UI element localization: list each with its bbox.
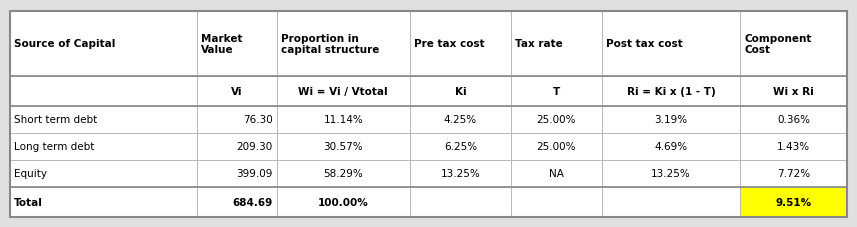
- Text: Long term debt: Long term debt: [14, 142, 94, 152]
- Text: Short term debt: Short term debt: [14, 115, 97, 125]
- Bar: [196, 160, 277, 187]
- Text: 11.14%: 11.14%: [323, 115, 363, 125]
- Bar: [740, 76, 847, 106]
- Bar: [602, 76, 740, 106]
- Bar: [10, 12, 196, 76]
- Text: Vi: Vi: [231, 86, 243, 96]
- Bar: [410, 106, 511, 133]
- Text: Tax rate: Tax rate: [515, 39, 563, 49]
- Bar: [740, 160, 847, 187]
- Bar: [511, 133, 602, 160]
- Bar: [277, 187, 410, 217]
- Bar: [740, 12, 847, 76]
- Bar: [196, 133, 277, 160]
- Text: NA: NA: [549, 169, 564, 178]
- Text: Market
Value: Market Value: [201, 33, 242, 55]
- Text: 684.69: 684.69: [232, 197, 273, 207]
- Bar: [410, 160, 511, 187]
- Bar: [602, 12, 740, 76]
- Bar: [410, 76, 511, 106]
- Text: Component
Cost: Component Cost: [745, 33, 812, 55]
- Text: 0.36%: 0.36%: [777, 115, 810, 125]
- Bar: [602, 106, 740, 133]
- Bar: [10, 106, 196, 133]
- Text: Wi = Vi / Vtotal: Wi = Vi / Vtotal: [298, 86, 388, 96]
- Bar: [196, 106, 277, 133]
- Text: 76.30: 76.30: [243, 115, 273, 125]
- Text: T: T: [553, 86, 560, 96]
- Text: Pre tax cost: Pre tax cost: [414, 39, 484, 49]
- Bar: [740, 133, 847, 160]
- Text: 6.25%: 6.25%: [444, 142, 477, 152]
- Text: Source of Capital: Source of Capital: [14, 39, 116, 49]
- Bar: [277, 133, 410, 160]
- Bar: [277, 160, 410, 187]
- Bar: [740, 187, 847, 217]
- Bar: [196, 76, 277, 106]
- Bar: [277, 76, 410, 106]
- Text: 25.00%: 25.00%: [536, 115, 576, 125]
- Text: 4.69%: 4.69%: [655, 142, 687, 152]
- Bar: [511, 160, 602, 187]
- Text: 7.72%: 7.72%: [777, 169, 810, 178]
- Bar: [196, 12, 277, 76]
- Bar: [196, 187, 277, 217]
- Bar: [410, 12, 511, 76]
- Text: 13.25%: 13.25%: [440, 169, 481, 178]
- Bar: [602, 133, 740, 160]
- Text: 58.29%: 58.29%: [323, 169, 363, 178]
- Text: 9.51%: 9.51%: [776, 197, 812, 207]
- Bar: [410, 187, 511, 217]
- Bar: [511, 12, 602, 76]
- Bar: [511, 76, 602, 106]
- Text: 399.09: 399.09: [237, 169, 273, 178]
- Text: Post tax cost: Post tax cost: [606, 39, 682, 49]
- Text: Equity: Equity: [14, 169, 47, 178]
- Bar: [10, 160, 196, 187]
- Bar: [511, 187, 602, 217]
- Bar: [277, 12, 410, 76]
- Bar: [10, 76, 196, 106]
- Text: 1.43%: 1.43%: [777, 142, 810, 152]
- Bar: [602, 160, 740, 187]
- Text: 4.25%: 4.25%: [444, 115, 477, 125]
- Text: 3.19%: 3.19%: [655, 115, 687, 125]
- Bar: [511, 106, 602, 133]
- Bar: [740, 106, 847, 133]
- Text: Wi x Ri: Wi x Ri: [773, 86, 814, 96]
- Bar: [10, 133, 196, 160]
- Text: Total: Total: [14, 197, 43, 207]
- Text: Proportion in
capital structure: Proportion in capital structure: [280, 33, 379, 55]
- Text: 13.25%: 13.25%: [651, 169, 691, 178]
- Text: Ri = Ki x (1 - T): Ri = Ki x (1 - T): [626, 86, 716, 96]
- Text: 100.00%: 100.00%: [318, 197, 369, 207]
- Bar: [410, 133, 511, 160]
- Text: 30.57%: 30.57%: [323, 142, 363, 152]
- Text: 25.00%: 25.00%: [536, 142, 576, 152]
- Bar: [277, 106, 410, 133]
- Bar: [602, 187, 740, 217]
- Bar: [10, 187, 196, 217]
- Text: Ki: Ki: [455, 86, 466, 96]
- Text: 209.30: 209.30: [237, 142, 273, 152]
